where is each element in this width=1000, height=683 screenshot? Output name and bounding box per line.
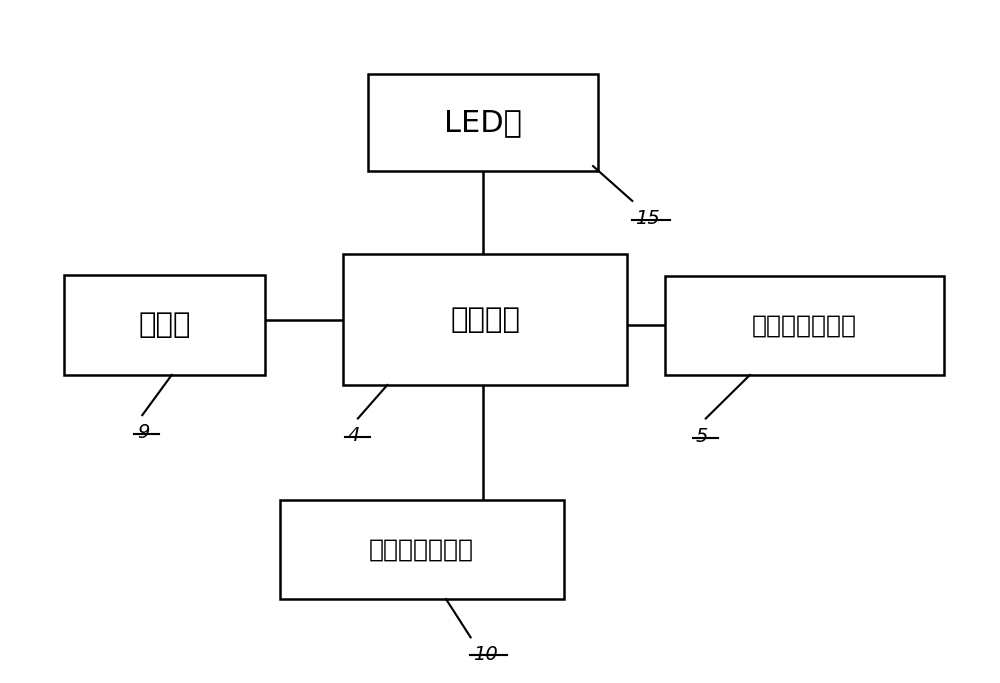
- Text: LED灯: LED灯: [444, 108, 522, 137]
- Text: 5: 5: [696, 427, 708, 446]
- Bar: [280, 500, 564, 599]
- Bar: [343, 255, 627, 385]
- Bar: [64, 275, 265, 375]
- Text: 第一光度感应器: 第一光度感应器: [369, 538, 474, 561]
- Text: 疏动器: 疏动器: [138, 311, 191, 339]
- Bar: [368, 74, 598, 171]
- Text: 4: 4: [348, 426, 360, 445]
- Text: 10: 10: [473, 645, 497, 664]
- Text: 第二光度感应器: 第二光度感应器: [752, 313, 857, 337]
- Text: 15: 15: [635, 209, 660, 228]
- Text: 9: 9: [137, 423, 150, 442]
- Bar: [665, 276, 944, 375]
- Text: 主控制器: 主控制器: [450, 306, 520, 334]
